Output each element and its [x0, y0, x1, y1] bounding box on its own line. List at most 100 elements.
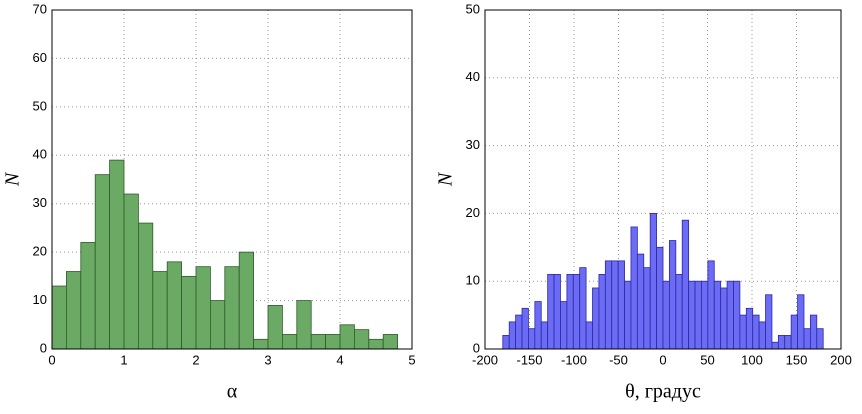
bar: [694, 280, 702, 350]
bar: [765, 294, 773, 350]
x-axis-label: θ, градус: [625, 381, 701, 403]
x-tick-label: 3: [264, 352, 271, 367]
bar: [604, 260, 613, 350]
bar: [797, 294, 805, 350]
bar: [656, 246, 664, 350]
bar: [643, 267, 651, 350]
x-tick-label: 0: [659, 352, 666, 367]
y-tick-label: 30: [466, 137, 480, 152]
bar: [553, 274, 561, 350]
bar: [310, 334, 327, 350]
bar: [540, 321, 549, 350]
plot-frame: [484, 9, 842, 350]
bar: [51, 285, 67, 350]
x-tick-label: 2: [192, 352, 199, 367]
x-tick-label: -150: [516, 352, 542, 367]
bar: [726, 280, 734, 350]
bar: [224, 266, 240, 350]
bar: [771, 341, 779, 350]
bar: [296, 300, 312, 350]
bar: [572, 274, 581, 350]
bar: [809, 314, 818, 350]
bar: [368, 338, 384, 350]
bar: [758, 321, 766, 350]
bar: [784, 335, 792, 350]
bar: [611, 260, 619, 350]
bar: [579, 267, 587, 350]
bar: [816, 328, 824, 350]
bar: [353, 329, 370, 350]
bar: [281, 334, 298, 350]
bar: [752, 314, 760, 350]
bar: [630, 226, 638, 350]
bar: [195, 266, 211, 350]
y-tick-label: 40: [33, 147, 47, 162]
bar: [688, 280, 696, 350]
bar: [790, 314, 798, 350]
y-tick-label: 0: [473, 340, 480, 355]
bar: [534, 301, 542, 350]
bar: [739, 314, 747, 350]
y-tick-label: 40: [466, 69, 480, 84]
bar: [803, 328, 811, 350]
bar: [253, 338, 269, 350]
bar: [521, 307, 529, 350]
y-tick-label: 20: [33, 244, 47, 259]
bar: [675, 274, 683, 350]
x-tick-label: 150: [786, 352, 808, 367]
bar: [66, 271, 82, 350]
bar: [669, 240, 677, 350]
y-tick-label: 0: [40, 340, 47, 355]
bar: [713, 280, 722, 350]
bar: [267, 305, 283, 350]
bar: [701, 280, 709, 350]
x-tick-label: -200: [472, 352, 498, 367]
x-tick-label: 0: [48, 352, 55, 367]
bar: [325, 334, 341, 350]
bar: [592, 287, 600, 350]
bar: [777, 335, 786, 350]
y-tick-label: 60: [33, 50, 47, 65]
bar: [560, 301, 568, 350]
bar: [209, 300, 226, 350]
y-tick-label: 20: [466, 205, 480, 220]
x-tick-label: -50: [609, 352, 628, 367]
plot-frame: [51, 9, 413, 350]
bar: [109, 159, 125, 350]
bar: [238, 251, 254, 350]
x-tick-label: 50: [700, 352, 714, 367]
y-axis-label: N: [435, 171, 457, 187]
bar: [137, 222, 154, 350]
x-tick-label: 5: [408, 352, 415, 367]
x-axis-label: α: [227, 381, 238, 403]
x-tick-label: 100: [741, 352, 763, 367]
bar: [166, 261, 182, 350]
bar: [624, 280, 632, 350]
bar: [181, 275, 197, 350]
bar: [508, 321, 517, 350]
y-axis-label: N: [2, 171, 24, 187]
y-tick-label: 10: [33, 292, 47, 307]
bar: [636, 253, 645, 350]
bar: [720, 287, 728, 350]
bar: [585, 321, 593, 350]
bar: [745, 307, 754, 350]
bar: [733, 280, 741, 350]
bar: [662, 280, 670, 350]
x-tick-label: 1: [120, 352, 127, 367]
bar: [382, 334, 399, 350]
x-tick-label: 4: [336, 352, 343, 367]
y-tick-label: 50: [33, 98, 47, 113]
bar: [80, 242, 96, 350]
bar: [502, 335, 510, 350]
y-tick-label: 10: [466, 273, 480, 288]
x-tick-label: -100: [561, 352, 587, 367]
bar: [707, 260, 715, 350]
bar: [598, 274, 606, 350]
bar: [566, 274, 574, 350]
bar: [681, 219, 690, 350]
bar: [649, 212, 657, 350]
bar: [339, 324, 355, 350]
bar: [528, 328, 536, 350]
